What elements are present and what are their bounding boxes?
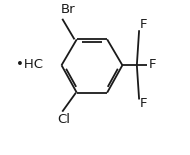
Text: Cl: Cl [58, 113, 71, 126]
Text: •HC: •HC [16, 58, 43, 71]
Text: F: F [149, 58, 157, 71]
Text: F: F [140, 97, 147, 110]
Text: Br: Br [61, 3, 75, 16]
Text: F: F [140, 18, 147, 31]
